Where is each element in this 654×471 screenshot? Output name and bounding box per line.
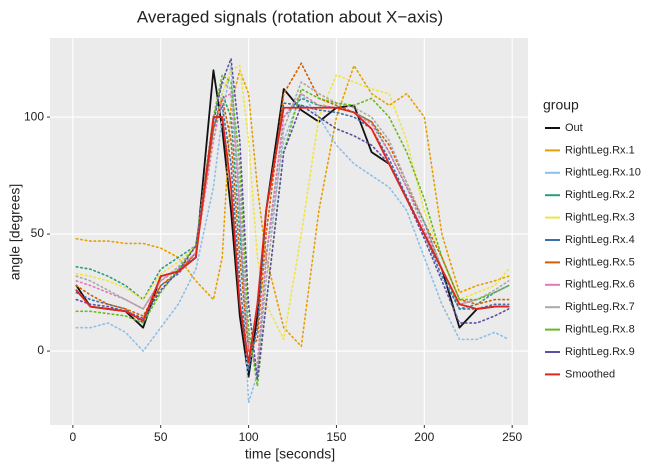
series-line: [75, 57, 510, 380]
x-tick-label: 150: [326, 430, 346, 444]
legend-label: RightLeg.Rx.2: [565, 189, 635, 201]
y-axis-label: angle [degrees]: [7, 184, 23, 281]
series-line: [75, 106, 510, 364]
y-tick-label: 0: [37, 343, 44, 357]
series-line: [75, 64, 510, 404]
x-axis-label: time [seconds]: [245, 446, 335, 462]
x-tick-label: 200: [414, 430, 434, 444]
series-line: [75, 62, 510, 352]
legend-label: RightLeg.Rx.4: [565, 234, 635, 246]
x-tick-label: 250: [502, 430, 522, 444]
legend-label: RightLeg.Rx.9: [565, 346, 635, 358]
series-line: [75, 102, 510, 371]
legend-label: RightLeg.Rx.10: [565, 167, 641, 179]
panel: [50, 38, 528, 425]
legend-label: RightLeg.Rx.6: [565, 279, 635, 291]
series-line: [75, 64, 510, 348]
x-tick-label: 0: [70, 430, 77, 444]
y-tick-label: 100: [24, 109, 44, 123]
x-tick-label: 50: [154, 430, 168, 444]
x-tick-label: 100: [239, 430, 259, 444]
legend-label: RightLeg.Rx.7: [565, 301, 635, 313]
legend-label: Out: [565, 122, 583, 134]
y-tick-label: 50: [31, 226, 45, 240]
legend-title: group: [543, 97, 579, 113]
legend-label: RightLeg.Rx.5: [565, 256, 635, 268]
legend-label: RightLeg.Rx.8: [565, 324, 635, 336]
legend-label: Smoothed: [565, 368, 615, 380]
legend-label: RightLeg.Rx.1: [565, 144, 635, 156]
chart-title: Averaged signals (rotation about X−axis): [137, 7, 443, 26]
legend-label: RightLeg.Rx.3: [565, 212, 635, 224]
